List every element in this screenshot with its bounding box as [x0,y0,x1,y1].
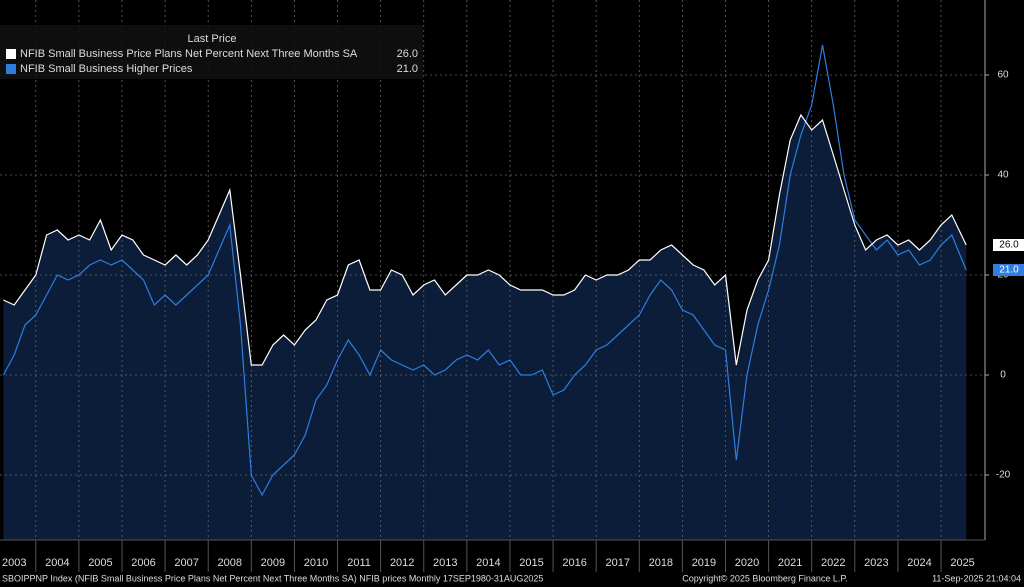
legend-box [0,25,423,79]
x-tick-label: 2021 [778,557,802,569]
legend-title: Last Price [188,33,237,45]
y-tick-label: 60 [997,70,1009,81]
legend-swatch [6,64,16,74]
x-tick-label: 2015 [519,557,543,569]
footer-left: SBOIPPNP Index (NFIB Small Business Pric… [2,573,543,583]
x-tick-label: 2003 [2,557,26,569]
y-tick-label: -20 [996,470,1011,481]
x-tick-label: 2025 [950,557,974,569]
plot-area: -200204060200320042005200620072008200920… [0,0,1011,572]
area [3,115,967,540]
last-value-label: 26.0 [999,240,1019,251]
x-tick-label: 2023 [864,557,888,569]
last-value-label: 21.0 [999,265,1019,276]
x-tick-label: 2011 [347,557,371,569]
legend-value: 26.0 [397,48,418,60]
x-tick-label: 2016 [562,557,586,569]
x-tick-label: 2004 [45,557,69,569]
footer-right: 11-Sep-2025 21:04:04 [932,573,1021,583]
x-tick-label: 2013 [433,557,457,569]
x-tick-label: 2006 [131,557,155,569]
x-tick-label: 2005 [88,557,112,569]
x-tick-label: 2012 [390,557,414,569]
last-value-tag [993,264,1024,276]
last-value-tag [993,239,1024,251]
x-tick-label: 2007 [174,557,198,569]
x-tick-label: 2020 [735,557,759,569]
x-tick-label: 2024 [907,557,931,569]
x-tick-label: 2010 [304,557,328,569]
x-tick-label: 2022 [821,557,845,569]
legend-label: NFIB Small Business Higher Prices [20,63,193,75]
x-tick-label: 2017 [605,557,629,569]
x-tick-label: 2019 [692,557,716,569]
x-tick-label: 2018 [649,557,673,569]
legend-swatch [6,49,16,59]
y-tick-label: 40 [997,170,1009,181]
legend-label: NFIB Small Business Price Plans Net Perc… [20,48,358,60]
y-tick-label: 0 [1000,370,1006,381]
line [3,113,967,366]
x-tick-label: 2008 [218,557,242,569]
x-tick-label: 2009 [261,557,285,569]
footer-center: Copyright© 2025 Bloomberg Finance L.P. [682,573,848,583]
x-tick-label: 2014 [476,557,500,569]
legend-value: 21.0 [397,63,418,75]
line [2,44,967,497]
